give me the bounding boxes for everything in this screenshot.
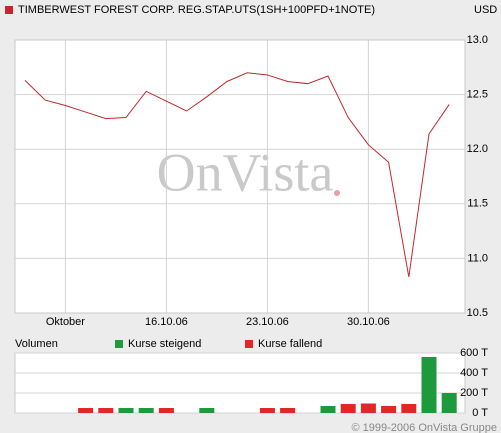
volume-bar (158, 408, 174, 413)
legend-label: Kurse fallend (258, 338, 322, 350)
x-tick-label: 30.10.06 (347, 316, 390, 328)
watermark-dot (334, 190, 340, 196)
legend-swatch (115, 340, 123, 348)
volume-bar (280, 408, 296, 413)
y-tick-label: 600 T (460, 347, 488, 359)
volume-bar (340, 404, 356, 413)
volume-area (14, 352, 466, 414)
plot-border (14, 39, 466, 314)
volume-bar (441, 393, 457, 413)
y-tick-label: 12.5 (467, 89, 488, 101)
y-tick-label: 11.5 (467, 198, 488, 210)
volume-title: Volumen (15, 338, 58, 350)
x-tick-label: 16.10.06 (145, 316, 188, 328)
copyright: © 1999-2006 OnVista Gruppe (352, 422, 498, 433)
y-tick-label: 10.5 (467, 307, 488, 319)
volume-bar (259, 408, 275, 413)
y-axis-label: USD (474, 4, 497, 16)
y-tick-label: 400 T (460, 367, 488, 379)
legend-swatch (245, 340, 253, 348)
volume-bar (401, 404, 417, 413)
volume-bar (320, 406, 336, 413)
x-tick-label: Oktober (46, 316, 85, 328)
x-tick-label: 23.10.06 (246, 316, 289, 328)
volume-bar (118, 408, 134, 413)
volume-bar (381, 406, 397, 413)
volume-bar (98, 408, 114, 413)
y-tick-label: 200 T (460, 387, 488, 399)
volume-bar (78, 408, 94, 413)
volume-bar (138, 408, 154, 413)
y-tick-label: 13.0 (467, 34, 488, 46)
watermark: OnVista (157, 142, 334, 202)
y-tick-label: 0 T (472, 407, 488, 419)
volume-bar (199, 408, 215, 413)
legend-label: Kurse steigend (128, 338, 201, 350)
legend-label: TIMBERWEST FOREST CORP. REG.STAP.UTS(1SH… (18, 4, 375, 16)
volume-bar (360, 403, 376, 413)
plot-area (14, 39, 466, 314)
volume-bar (421, 357, 437, 413)
price-line (24, 72, 450, 278)
y-tick-label: 12.0 (467, 143, 488, 155)
legend-swatch (5, 6, 13, 14)
y-tick-label: 11.0 (467, 252, 488, 264)
